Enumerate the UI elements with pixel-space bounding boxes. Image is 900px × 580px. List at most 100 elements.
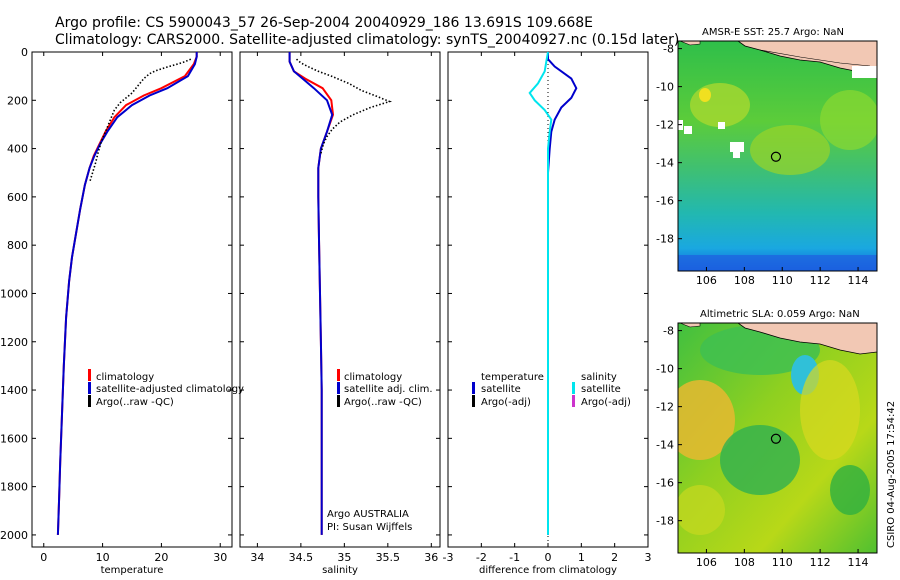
salinity-series-2 [295,58,393,154]
map-y-tick-label: -10 [656,363,674,376]
sla-low-patch [720,425,800,495]
legend-swatch-temp-argo [472,395,475,407]
map-y-tick-label: -16 [656,477,674,490]
x-tick-label: 3 [645,551,652,564]
map-y-tick-label: -14 [656,439,674,452]
depth-tick-label: 0 [21,46,28,59]
legend-label: climatology [344,372,402,383]
map-y-tick-label: -8 [663,43,674,56]
difference-xlabel: difference from climatology [479,565,617,576]
sla-map-frame [677,322,878,554]
temperature-legend: climatology satellite-adjusted climatolo… [88,369,244,408]
depth-tick-label: 200 [7,94,28,107]
depth-tick-label: 1000 [0,287,28,300]
x-tick-label: 35.5 [376,551,401,564]
legend-swatch-climatology [88,369,91,381]
legend-label: salinity [581,372,617,383]
legend-swatch-climatology [337,369,340,381]
map-x-tick-label: 112 [810,274,831,287]
depth-tick-label: 600 [7,191,28,204]
temperature-series-0 [56,52,198,535]
sst-map: AMSR-E SST: 25.7 Argo: NaN 106 108 110 112 1… [656,27,878,287]
salinity-series-0 [288,52,335,535]
sla-map: Altimetric SLA: 0.059 Argo: NaN 106 108 11… [656,309,878,569]
map-y-tick-label: -18 [656,515,674,528]
x-tick-label: 36 [424,551,438,564]
x-tick-label: 30 [213,551,227,564]
annotation-line2: PI: Susan Wijffels [327,522,412,533]
sst-missing [733,150,740,158]
temperature-series-1 [56,52,198,535]
salinity-xlabel: salinity [322,565,358,576]
title-line2: Climatology: CARS2000. Satellite-adjuste… [55,32,679,48]
sst-missing [852,66,877,78]
x-tick-label: 10 [96,551,110,564]
map-x-tick-label: 112 [810,556,831,569]
sla-argo-marker [770,433,782,444]
legend-swatch-argo [88,395,91,407]
sst-cold-band [678,255,877,271]
sla-map-ticks: 106 108 110 112 114 -8 -10 -12 -14 -16 -18 [656,325,869,569]
sla-land-java [679,323,701,328]
map-x-tick-label: 114 [848,556,869,569]
legend-label: satellite [581,384,621,395]
temperature-panel: 0 200 400 600 800 1000 1200 1400 1600 1800 2000 0 10… [0,46,233,576]
legend-label: temperature [481,372,544,383]
sst-warm-patch [690,83,750,127]
legend-label: satellite adj. clim. [344,384,433,395]
difference-series-0 [547,52,578,535]
legend-swatch-sal-satellite [572,382,575,394]
title-line1: Argo profile: CS 5900043_57 26-Sep-2004 … [55,15,593,31]
depth-tick-label: 1200 [0,336,28,349]
x-tick-label: 0 [545,551,552,564]
map-y-tick-label: -12 [656,119,674,132]
map-y-tick-label: -14 [656,157,674,170]
x-tick-label: -1 [509,551,520,564]
map-y-tick-label: -12 [656,401,674,414]
annotation-line1: Argo AUSTRALIA [327,509,409,520]
x-tick-label: 35 [337,551,351,564]
temperature-axes-frame [31,51,233,548]
x-tick-label: -2 [476,551,487,564]
depth-tick-label: 2000 [0,529,28,542]
map-x-tick-label: 114 [848,274,869,287]
sst-map-frame [677,40,878,272]
legend-swatch-temp-satellite [472,382,475,394]
map-x-tick-label: 110 [772,556,793,569]
temperature-xlabel: temperature [101,565,164,576]
map-x-tick-label: 110 [772,274,793,287]
legend-label: Argo(-adj) [481,397,531,408]
sla-high-patch [678,485,725,535]
map-x-tick-label: 106 [696,556,717,569]
sla-land-java [737,323,877,355]
map-y-tick-label: -10 [656,81,674,94]
x-tick-label: 34.5 [289,551,314,564]
map-y-tick-label: -8 [663,325,674,338]
map-y-tick-label: -18 [656,233,674,246]
depth-tick-label: 1400 [0,384,28,397]
sst-missing [684,126,692,134]
salinity-annotation: Argo AUSTRALIA PI: Susan Wijffels [327,509,412,533]
legend-swatch-argo [337,395,340,407]
depth-tick-label: 800 [7,239,28,252]
legend-label: Argo(..raw -QC) [96,397,174,408]
x-tick-label: 0 [40,551,47,564]
sst-missing [730,142,744,152]
depth-tick-label: 400 [7,143,28,156]
sst-land-java [737,41,877,73]
difference-panel: -3 -2 -1 0 1 2 3 difference from climatology [443,51,652,576]
sst-hot-spot [699,88,711,102]
difference-series-1 [528,51,553,535]
sla-high-patch [800,360,860,460]
sst-missing [718,122,725,129]
sla-low-patch [830,465,870,515]
map-y-tick-label: -16 [656,195,674,208]
map-x-tick-label: 108 [734,556,755,569]
legend-label: satellite [481,384,521,395]
depth-tick-label: 1600 [0,432,28,445]
sst-map-title: AMSR-E SST: 25.7 Argo: NaN [702,27,844,38]
map-x-tick-label: 106 [696,274,717,287]
sla-high-patch [678,380,735,460]
depth-tick-label: 1800 [0,481,28,494]
